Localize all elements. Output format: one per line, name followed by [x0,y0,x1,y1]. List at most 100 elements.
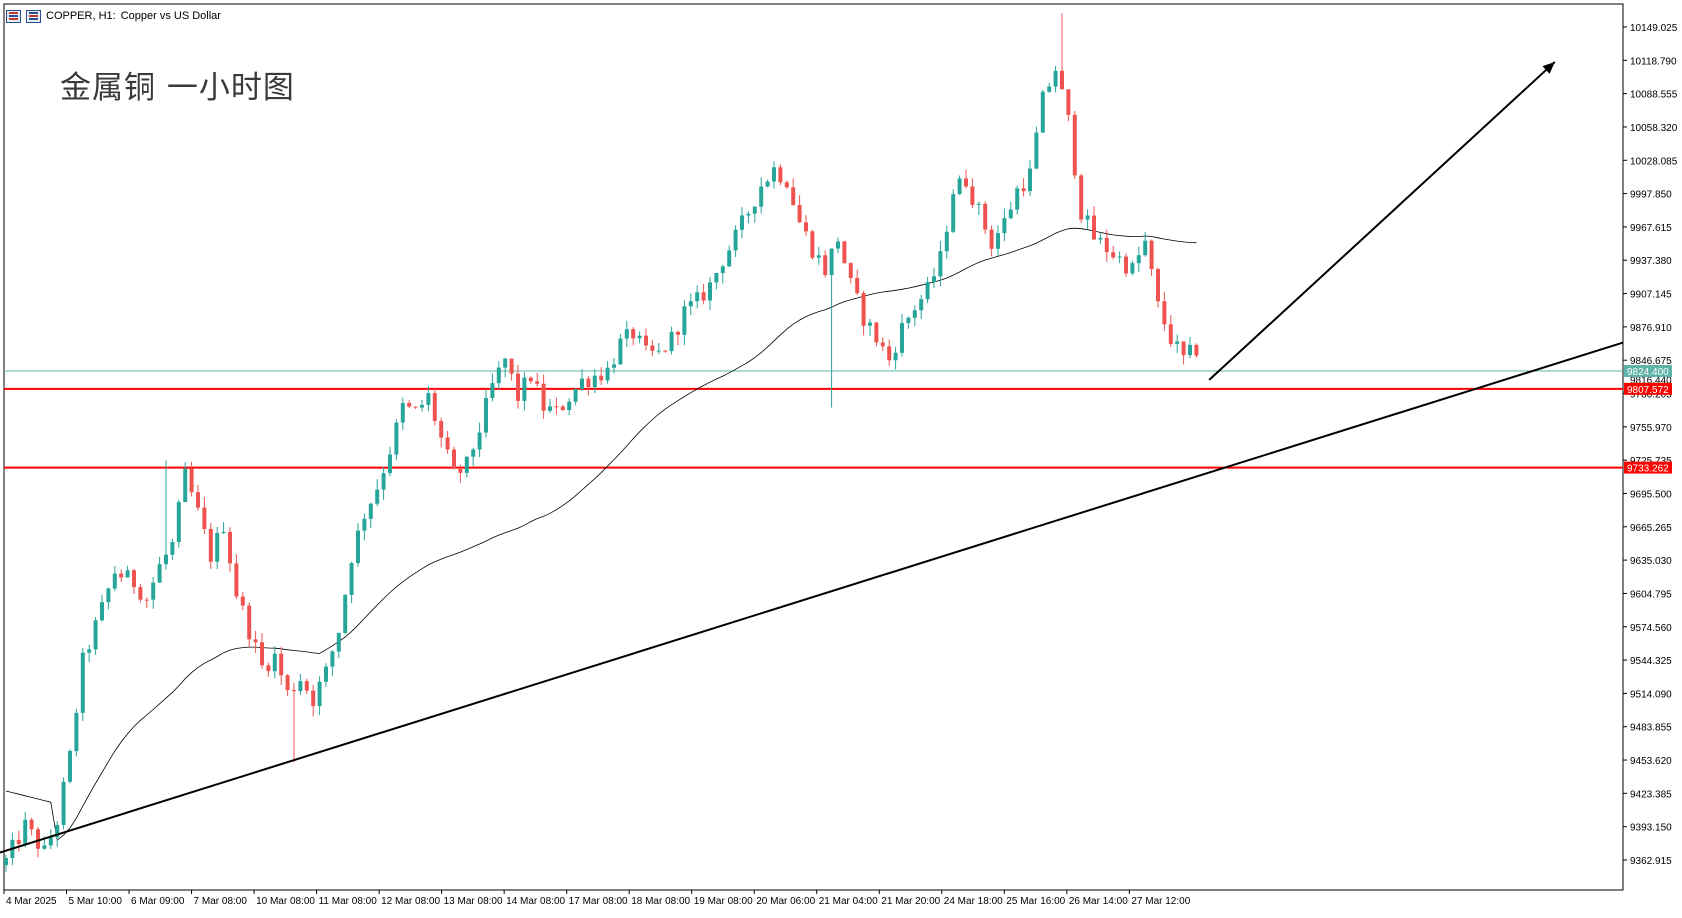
price-label: 10028.085 [1630,156,1678,167]
candle-body [752,206,757,214]
price-label: 9635.030 [1630,556,1672,567]
candle-body [746,213,751,216]
candle-body [925,282,930,300]
candle-body [836,241,840,249]
candle-body [228,531,232,564]
candle-body [1008,209,1013,219]
candle-body [253,639,258,643]
candle-body [445,437,450,450]
candle-body [381,473,386,490]
candle-body [16,839,21,844]
candle-body [4,858,8,866]
chart-window-icon[interactable] [26,9,41,23]
candle-body [816,255,821,258]
arrow-head-icon [1542,61,1555,74]
time-label: 13 Mar 08:00 [444,896,503,907]
candle-body [1015,188,1020,210]
candle-body [1130,263,1135,274]
candle-body [48,837,53,846]
chart-list-icon[interactable] [6,9,21,23]
candle-body [842,241,847,264]
candle-body [900,323,904,353]
time-label: 14 Mar 08:00 [506,896,565,907]
candle-body [157,564,162,583]
candle-body [240,596,245,606]
candle-body [439,420,444,438]
support-trendline[interactable] [0,341,1624,854]
price-label: 9967.615 [1630,223,1672,234]
candle-body [1053,70,1058,87]
candle-body [932,276,936,283]
candle-body [375,489,380,504]
candle-body [567,401,572,411]
price-label: 9907.145 [1630,290,1672,301]
candle-body [285,675,290,691]
candle-body [132,570,136,588]
time-label: 12 Mar 08:00 [381,896,440,907]
candle-body [663,350,668,352]
candle-body [1079,175,1084,220]
candlestick-series [4,13,1199,872]
candle-body [682,306,687,335]
candle-body [592,375,597,388]
candle-body [208,529,213,562]
candle-body [100,602,104,621]
candle-body [349,563,354,595]
candle-body [196,492,200,508]
price-label: 9483.855 [1630,723,1672,734]
candle-body [42,845,47,849]
candle-body [330,651,335,667]
candle-body [1060,70,1064,90]
horizontal-levels [4,370,1623,469]
candle-body [650,345,655,351]
candle-body [522,377,527,401]
candle-body [759,186,764,207]
candle-body [247,605,252,640]
candle-body [164,554,168,565]
drawn-objects[interactable] [0,61,1624,854]
price-label: 9755.970 [1630,423,1672,434]
candle-body [432,393,437,421]
candle-body [23,819,28,844]
candle-body [868,322,872,326]
price-label: 9393.150 [1630,823,1672,834]
projection-arrow-line[interactable] [1208,61,1556,381]
candle-body [388,454,392,474]
candle-body [68,751,72,782]
time-label: 10 Mar 08:00 [256,896,315,907]
price-scale[interactable]: 10149.025 10118.790 10088.555 10058.320 1002… [1623,23,1678,867]
candle-body [612,364,616,368]
candle-body [368,503,373,519]
current-price-tag-label: 9824.400 [1627,367,1669,378]
candle-body [170,542,175,555]
candle-body [144,599,149,601]
price-label: 9786.205 [1630,390,1672,401]
time-scale[interactable]: 4 Mar 2025 5 Mar 10:00 6 Mar 09:00 7 Mar 08… [3,890,1191,907]
candle-body [362,518,367,531]
candle-body [272,653,277,672]
candle-body [1175,341,1180,344]
price-label: 9665.265 [1630,523,1672,534]
candle-body [720,266,725,274]
candle-body [183,468,188,503]
candle-body [528,377,533,382]
candle-body [420,404,424,408]
candle-body [471,449,476,457]
candle-body [1085,215,1090,220]
candle-body [202,507,207,530]
candle-body [772,167,776,182]
price-label: 9846.675 [1630,356,1672,367]
candle-body [496,367,501,384]
time-label: 7 Mar 08:00 [194,896,248,907]
candle-body [631,329,636,339]
price-label: 9514.090 [1630,689,1672,700]
candle-body [266,665,271,672]
candle-body [944,231,949,252]
time-label: 25 Mar 16:00 [1006,896,1065,907]
symbol-label: COPPER, H1: [46,10,116,22]
candle-body [1117,256,1122,258]
candle-body [829,248,834,276]
candle-body [951,194,956,232]
